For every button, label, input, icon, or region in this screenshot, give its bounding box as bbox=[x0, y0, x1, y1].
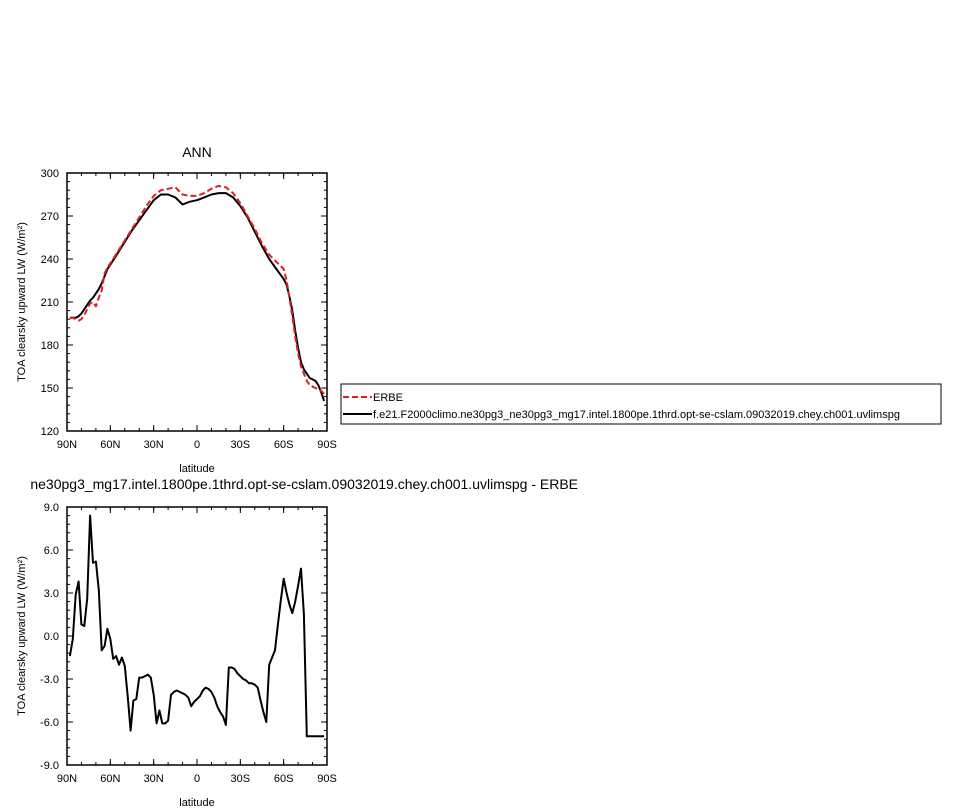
series-line-0 bbox=[68, 514, 325, 738]
y-tick-label: 3.0 bbox=[44, 588, 59, 600]
y-axis-title: TOA clearsky upward LW (W/m²) bbox=[16, 222, 28, 382]
series-group bbox=[69, 184, 326, 402]
y-tick-label: 9.0 bbox=[44, 502, 59, 514]
legend-label-model: f.e21.F2000climo.ne30pg3_ne30pg3_mg17.in… bbox=[373, 409, 900, 421]
x-tick-label: 30N bbox=[144, 439, 164, 451]
y-tick-label: 6.0 bbox=[44, 545, 59, 557]
y-tick-label: 300 bbox=[41, 168, 59, 180]
x-axis-title: latitude bbox=[179, 463, 214, 475]
x-tick-label: 0 bbox=[194, 773, 200, 785]
y-tick-label: 240 bbox=[41, 254, 59, 266]
x-tick-label: 0 bbox=[194, 439, 200, 451]
x-tick-label: 90S bbox=[317, 773, 337, 785]
series-group bbox=[68, 514, 325, 738]
y-tick-label: 120 bbox=[41, 426, 59, 438]
plot-frame bbox=[66, 172, 328, 432]
y-tick-label: 150 bbox=[41, 383, 59, 395]
x-tick-label: 60S bbox=[274, 439, 294, 451]
tick-group: 90N 60N 30N 0 30S 60S 90S -9.0 -6.0 -3.0 0.0 3.0 6.0… bbox=[40, 502, 337, 785]
y-tick-label: -9.0 bbox=[40, 760, 59, 772]
x-tick-label: 30S bbox=[231, 773, 251, 785]
x-tick-label: 60S bbox=[274, 773, 294, 785]
chart-title: ANN bbox=[182, 144, 212, 160]
y-tick-label: -6.0 bbox=[40, 717, 59, 729]
y-tick-label: 0.0 bbox=[44, 631, 59, 643]
x-tick-label: 60N bbox=[100, 439, 120, 451]
top-chart: ANN 90N 60N 30N 0 30S 60S 90S 120 150 180 210 240 27… bbox=[16, 144, 337, 475]
x-tick-label: 90S bbox=[317, 439, 337, 451]
bottom-chart: ne30pg3_mg17.intel.1800pe.1thrd.opt-se-c… bbox=[16, 476, 578, 809]
x-tick-label: 90N bbox=[57, 773, 77, 785]
legend-label-erbe: ERBE bbox=[373, 392, 403, 404]
y-tick-label: 180 bbox=[41, 340, 59, 352]
tick-group: 90N 60N 30N 0 30S 60S 90S 120 150 180 210 240 270 300 bbox=[41, 168, 337, 451]
x-tick-label: 30N bbox=[144, 773, 164, 785]
y-tick-label: 210 bbox=[41, 297, 59, 309]
x-tick-label: 30S bbox=[231, 439, 251, 451]
y-tick-label: 270 bbox=[41, 211, 59, 223]
legend-box bbox=[340, 383, 942, 425]
y-tick-label: -3.0 bbox=[40, 674, 59, 686]
x-tick-label: 90N bbox=[57, 439, 77, 451]
series-line-1 bbox=[69, 192, 326, 402]
chart-title: ne30pg3_mg17.intel.1800pe.1thrd.opt-se-c… bbox=[30, 476, 578, 492]
series-line-0 bbox=[69, 184, 325, 395]
legend: ERBE f.e21.F2000climo.ne30pg3_ne30pg3_mg… bbox=[340, 383, 942, 425]
y-axis-title: TOA clearsky upward LW (W/m²) bbox=[16, 556, 28, 716]
x-axis-title: latitude bbox=[179, 797, 214, 809]
x-tick-label: 60N bbox=[100, 773, 120, 785]
